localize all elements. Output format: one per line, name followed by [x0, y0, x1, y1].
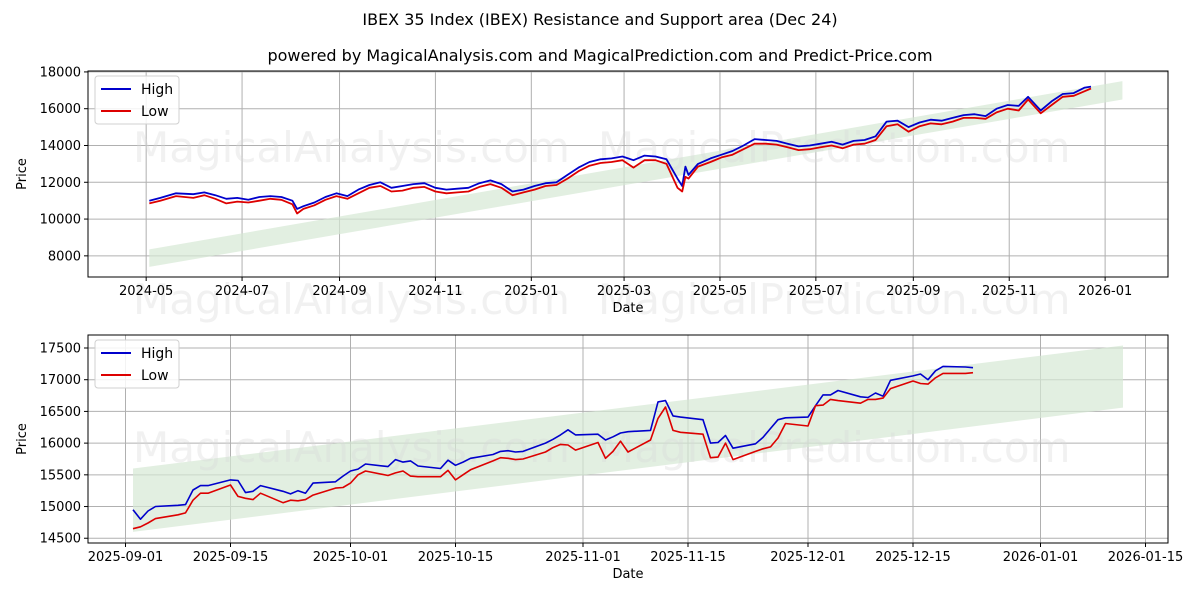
x-tick-label: 2025-09 [886, 284, 940, 299]
watermark: MagicalPrediction.com [598, 275, 1071, 324]
x-tick-label: 2025-10-15 [418, 550, 494, 565]
x-tick-label: 2025-07 [789, 284, 843, 299]
y-tick-label: 16000 [40, 437, 81, 452]
plot-frame [87, 70, 1169, 278]
y-tick-label: 8000 [48, 249, 81, 264]
x-tick-label: 2025-10-01 [313, 550, 389, 565]
legend: High Low [94, 339, 180, 389]
series-line-high [149, 85, 1092, 210]
x-tick-label: 2025-09-15 [193, 550, 269, 565]
watermark: MagicalAnalysis.com [133, 423, 570, 472]
y-tick-label: 16500 [40, 405, 81, 420]
full-history-plot: MagicalAnalysis.com MagicalPrediction.com… [15, 65, 1169, 324]
y-tick-label: 14000 [40, 139, 81, 154]
axes: 2024-05 2024-07 2024-09 2024-11 2025-01 2025-… [15, 65, 1132, 316]
watermark: MagicalAnalysis.com [133, 275, 570, 324]
resistance-support-band [133, 345, 1123, 532]
series-line-low [149, 87, 1092, 215]
watermark: MagicalPrediction.com [598, 123, 1071, 172]
y-tick-label: 15000 [40, 500, 81, 515]
legend-label-high: High [141, 82, 173, 98]
resistance-support-band [149, 81, 1123, 267]
x-axis-label: Date [612, 301, 643, 316]
series-line-low [132, 371, 974, 530]
x-tick-label: 2025-12-01 [770, 550, 846, 565]
y-tick-label: 18000 [40, 65, 81, 80]
x-tick-label: 2025-11 [982, 284, 1036, 299]
x-tick-label: 2025-11-15 [650, 550, 726, 565]
x-tick-label: 2025-09-01 [88, 550, 164, 565]
y-axis-label: Price [15, 423, 30, 455]
x-tick-label: 2025-11-01 [545, 550, 621, 565]
x-tick-label: 2025-03 [597, 284, 651, 299]
watermark: MagicalPrediction.com [598, 423, 1071, 472]
x-tick-label: 2024-07 [215, 284, 269, 299]
y-tick-label: 17000 [40, 373, 81, 388]
legend-label-low: Low [141, 104, 169, 120]
y-tick-label: 10000 [40, 213, 81, 228]
chart-subtitle: powered by MagicalAnalysis.com and Magic… [267, 46, 933, 65]
x-tick-label: 2026-01-15 [1108, 550, 1184, 565]
chart-title: IBEX 35 Index (IBEX) Resistance and Supp… [362, 10, 838, 29]
y-tick-label: 14500 [40, 532, 81, 547]
series-line-high [132, 365, 974, 520]
y-tick-label: 17500 [40, 342, 81, 357]
y-tick-label: 15500 [40, 468, 81, 483]
x-tick-label: 2025-01 [504, 284, 558, 299]
y-tick-label: 16000 [40, 102, 81, 117]
x-tick-label: 2025-05 [693, 284, 747, 299]
x-tick-label: 2026-01-01 [1003, 550, 1079, 565]
x-tick-label: 2026-01 [1078, 284, 1132, 299]
x-tick-label: 2024-09 [312, 284, 366, 299]
legend: High Low [94, 75, 180, 125]
legend-label-low: Low [141, 368, 169, 384]
x-axis-label: Date [612, 567, 643, 582]
recent-zoom-plot: MagicalAnalysis.com MagicalPrediction.com… [15, 334, 1183, 583]
watermark: MagicalAnalysis.com [133, 123, 570, 172]
plot-frame [87, 334, 1169, 544]
y-axis-label: Price [15, 158, 30, 190]
x-tick-label: 2024-11 [408, 284, 462, 299]
x-tick-label: 2024-05 [119, 284, 173, 299]
y-tick-label: 12000 [40, 176, 81, 191]
x-tick-label: 2025-12-15 [875, 550, 951, 565]
axes: 2025-09-01 2025-09-15 2025-10-01 2025-10-15… [15, 342, 1183, 583]
legend-label-high: High [141, 346, 173, 362]
